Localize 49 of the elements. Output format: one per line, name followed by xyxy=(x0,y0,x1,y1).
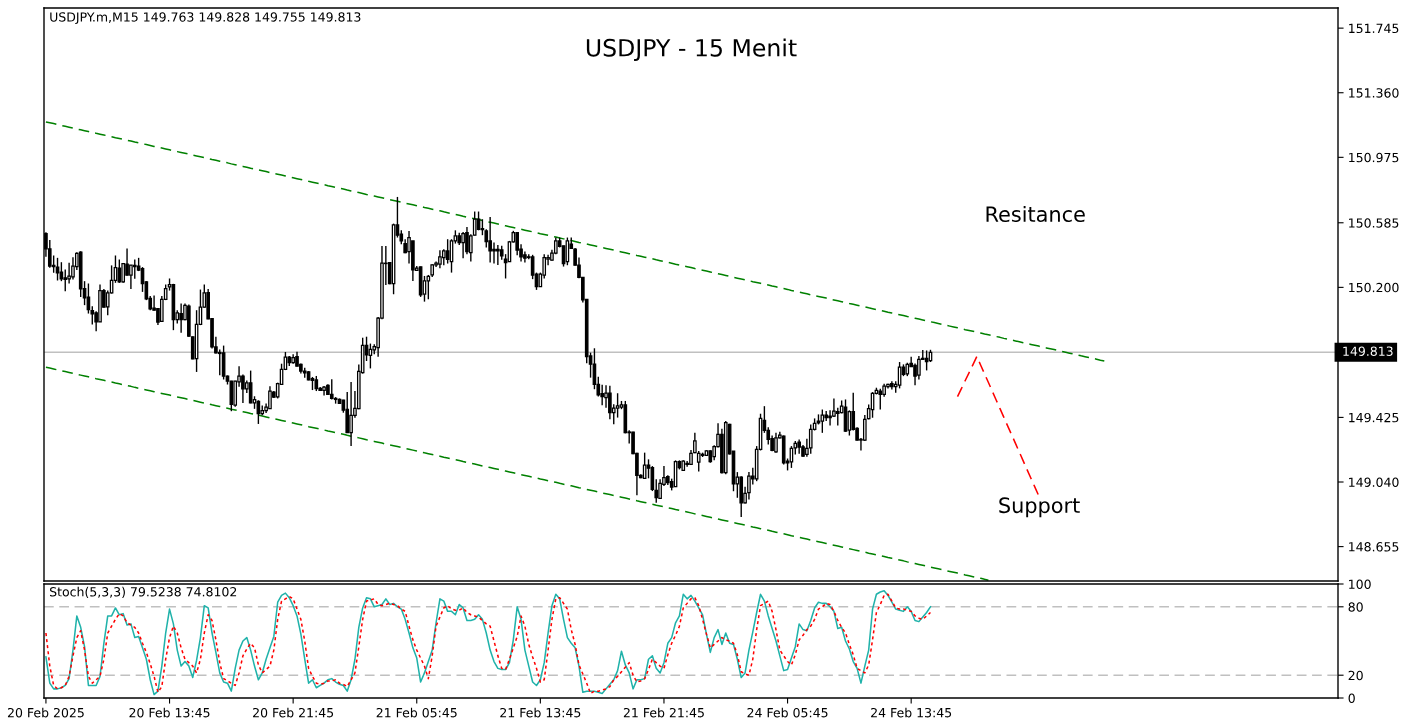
x-tick-label: 24 Feb 05:45 xyxy=(747,707,828,718)
y-tick-label: 149.040 xyxy=(1349,477,1399,487)
candlestick xyxy=(132,258,137,280)
candlestick xyxy=(217,348,222,376)
candlestick xyxy=(828,409,832,427)
y-tick-label: 0 xyxy=(1348,693,1355,703)
candlestick xyxy=(604,384,608,409)
y-tick-label: 80 xyxy=(1348,602,1363,612)
x-tick-label: 20 Feb 21:45 xyxy=(253,707,334,718)
candlestick xyxy=(71,256,75,281)
y-tick-label: 150.200 xyxy=(1349,282,1399,293)
candlestick xyxy=(917,355,921,381)
x-tick-label: 21 Feb 13:45 xyxy=(500,707,581,718)
annotation: Support xyxy=(999,497,1080,518)
x-tick-label: 21 Feb 05:45 xyxy=(376,707,457,718)
candlestick xyxy=(878,388,883,411)
candlestick xyxy=(492,241,496,265)
text: USDJPY - 15 Menit xyxy=(586,38,797,62)
y-tick-label: 151.745 xyxy=(1349,23,1399,34)
annotation: Stoch(5,3,3) 79.5238 74.8102 xyxy=(50,586,237,598)
y-tick-label: 100 xyxy=(1349,579,1371,589)
candlestick xyxy=(461,231,465,260)
x-tick-label: 21 Feb 21:45 xyxy=(623,707,704,718)
line-series xyxy=(45,366,990,581)
candlestick xyxy=(179,302,183,334)
y-tick-label: 150.585 xyxy=(1349,218,1399,228)
candlestick xyxy=(747,471,751,501)
candlestick xyxy=(615,392,620,419)
candlestick xyxy=(349,381,353,447)
y-tick-label: 149.425 xyxy=(1349,412,1399,423)
y-tick-label: 148.655 xyxy=(1349,542,1399,552)
candlestick xyxy=(117,258,122,284)
y-tick-label: 150.975 xyxy=(1349,152,1399,163)
y-tick-label: 151.360 xyxy=(1349,88,1399,98)
annotation: USDJPY.m,M15 149.763 149.828 149.755 149.813 xyxy=(50,12,361,25)
candlestick xyxy=(496,244,500,266)
x-tick-label: 20 Feb 13:45 xyxy=(129,707,210,718)
candlestick xyxy=(268,385,272,410)
y-tick-label: 20 xyxy=(1348,670,1363,681)
ref-line-label: 149.813 xyxy=(1343,346,1393,356)
annotation: Resitance xyxy=(986,205,1085,223)
candlestick xyxy=(808,423,813,455)
x-tick-label: 20 Feb 2025 xyxy=(7,707,84,718)
line-series xyxy=(956,355,1040,497)
candlestick xyxy=(774,432,778,454)
candlestick xyxy=(608,385,612,420)
line-series xyxy=(45,121,1106,362)
candlestick xyxy=(488,216,492,264)
x-tick-label: 24 Feb 13:45 xyxy=(871,707,952,718)
